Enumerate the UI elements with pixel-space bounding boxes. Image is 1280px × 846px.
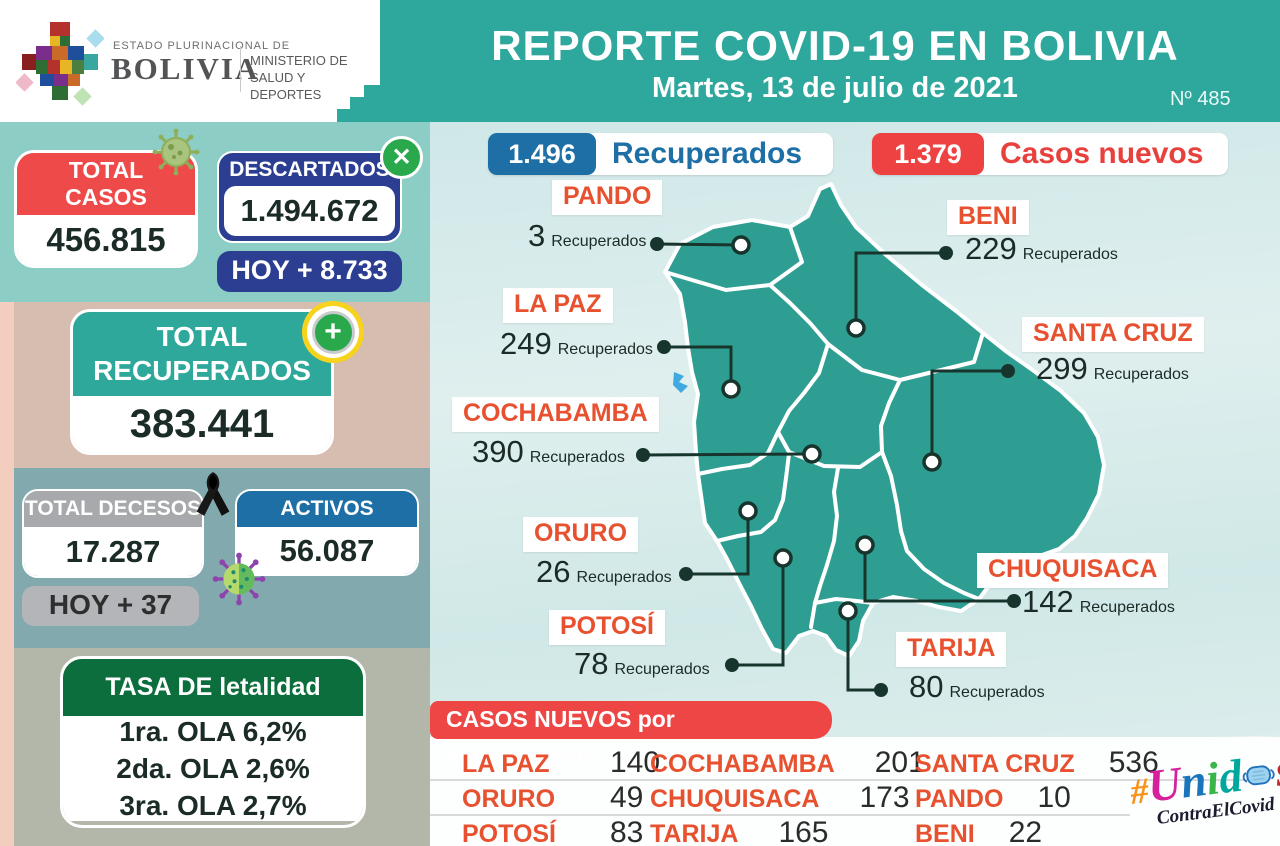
value-beni: 229 Recuperados bbox=[965, 231, 1118, 266]
descartados-value: 1.494.672 bbox=[224, 186, 395, 236]
decor-strip bbox=[0, 648, 14, 846]
label-chuquisaca: CHUQUISACA bbox=[977, 553, 1169, 588]
label-oruro: ORURO bbox=[523, 517, 639, 552]
ministry-name: MINISTERIO DE SALUD Y DEPORTES bbox=[250, 53, 348, 102]
total-recuperados-card: TOTAL RECUPERADOS 383.441 bbox=[70, 309, 334, 455]
label-anchor-dots bbox=[636, 237, 1021, 697]
org-name: BOLIVIA bbox=[111, 51, 260, 86]
table-separator bbox=[430, 814, 1130, 816]
cell-beni: BENI 22 bbox=[915, 816, 1043, 846]
label-cochabamba: COCHABAMBA bbox=[452, 397, 659, 432]
ola3-rate: 3ra. OLA 2,7% bbox=[119, 790, 307, 821]
new-cases-summary-badge: 1.379 Casos nuevos bbox=[872, 133, 1228, 175]
new-cases-label: Casos nuevos bbox=[1000, 137, 1204, 170]
label-la-paz: LA PAZ bbox=[503, 288, 613, 323]
mourning-ribbon-icon bbox=[196, 472, 230, 516]
value-potosi: 78 Recuperados bbox=[574, 646, 710, 681]
org-small-text: ESTADO PLURINACIONAL DE bbox=[113, 40, 291, 52]
letalidad-label: TASA DE letalidad bbox=[63, 659, 363, 716]
new-cases-count: 1.379 bbox=[872, 133, 984, 175]
cell-santa-cruz: SANTA CRUZ 536 bbox=[915, 746, 1159, 779]
cell-oruro: ORURO 49 bbox=[462, 781, 644, 814]
ministry-logo-card: ESTADO PLURINACIONAL DE BOLIVIA MINISTER… bbox=[0, 0, 380, 122]
total-decesos-card: TOTAL DECESOS 17.287 bbox=[22, 489, 204, 578]
new-cases-banner: CASOS NUEVOS por departamento bbox=[430, 701, 832, 769]
total-decesos-label: TOTAL DECESOS bbox=[24, 491, 202, 527]
value-santa-cruz: 299 Recuperados bbox=[1036, 351, 1189, 386]
decesos-today: HOY + 37 bbox=[22, 586, 199, 626]
table-separator bbox=[430, 779, 1256, 781]
letalidad-values: 1ra. OLA 6,2% 2da. OLA 2,6% 3ra. OLA 2,7… bbox=[63, 716, 363, 821]
value-pando: 3 Recuperados bbox=[528, 218, 647, 253]
total-recuperados-label: TOTAL RECUPERADOS bbox=[73, 312, 331, 396]
recovered-count: 1.496 bbox=[488, 133, 596, 175]
total-recuperados-value: 383.441 bbox=[73, 396, 331, 452]
table-background bbox=[430, 737, 1280, 846]
face-mask-icon bbox=[1243, 765, 1275, 786]
recovered-label: Recuperados bbox=[612, 137, 803, 170]
descartados-today: HOY + 8.733 bbox=[217, 251, 402, 292]
page-title: REPORTE COVID-19 EN BOLIVIA bbox=[491, 22, 1179, 69]
bolivia-map bbox=[636, 182, 1106, 697]
cell-potosi: POTOSÍ 83 bbox=[462, 816, 644, 846]
label-beni: BENI bbox=[947, 200, 1029, 235]
activos-label: ACTIVOS bbox=[237, 491, 417, 527]
plus-circle-icon: + bbox=[302, 301, 364, 363]
cell-pando: PANDO 10 bbox=[915, 781, 1071, 814]
report-date: Martes, 13 de julio de 2021 bbox=[652, 72, 1018, 104]
recovered-summary-badge: 1.496 Recuperados bbox=[488, 133, 833, 175]
value-la-paz: 249 Recuperados bbox=[500, 326, 653, 361]
letalidad-card: TASA DE letalidad 1ra. OLA 6,2% 2da. OLA… bbox=[60, 656, 366, 828]
unidos-contra-el-covid-logo: #Unid s ContraElCovid bbox=[1125, 743, 1280, 833]
descartados-label: DESCARTADOS bbox=[229, 158, 390, 181]
value-cochabamba: 390 Recuperados bbox=[472, 434, 625, 469]
connector-lines bbox=[642, 242, 1014, 692]
descartados-card: DESCARTADOS 1.494.672 bbox=[217, 151, 402, 243]
report-number: Nº 485 bbox=[1170, 88, 1231, 110]
value-chuquisaca: 142 Recuperados bbox=[1022, 584, 1175, 619]
decor-strip bbox=[0, 468, 14, 648]
decor-strip bbox=[0, 302, 14, 468]
total-casos-card: TOTAL CASOS 456.815 bbox=[14, 150, 198, 268]
cell-tarija: TARIJA 165 bbox=[650, 816, 829, 846]
label-potosi: POTOSÍ bbox=[549, 610, 666, 645]
bolivia-coat-mosaic-icon bbox=[16, 22, 104, 106]
discarded-x-icon: ✕ bbox=[380, 136, 423, 179]
ola2-rate: 2da. OLA 2,6% bbox=[116, 753, 310, 784]
value-tarija: 80 Recuperados bbox=[909, 669, 1045, 704]
department-borders bbox=[663, 225, 985, 629]
lake-titicaca bbox=[673, 372, 688, 393]
label-pando: PANDO bbox=[552, 180, 663, 215]
cell-la-paz: LA PAZ 140 bbox=[462, 746, 661, 779]
virus-icon bbox=[152, 128, 200, 176]
activos-card: ACTIVOS 56.087 bbox=[235, 489, 419, 576]
label-tarija: TARIJA bbox=[896, 632, 1007, 667]
ola1-rate: 1ra. OLA 6,2% bbox=[119, 716, 307, 747]
unidos-wordmark: #Unid s bbox=[1127, 743, 1280, 812]
total-casos-value: 456.815 bbox=[17, 215, 195, 265]
value-oruro: 26 Recuperados bbox=[536, 554, 672, 589]
logo-divider bbox=[240, 46, 241, 92]
total-decesos-value: 17.287 bbox=[24, 527, 202, 576]
label-santa-cruz: SANTA CRUZ bbox=[1022, 317, 1204, 352]
coronavirus-icon bbox=[212, 552, 266, 606]
cell-cochabamba: COCHABAMBA 201 bbox=[650, 746, 925, 779]
cell-chuquisaca: CHUQUISACA 173 bbox=[650, 781, 910, 814]
map-marker-dots bbox=[721, 235, 942, 621]
activos-value: 56.087 bbox=[237, 527, 417, 574]
